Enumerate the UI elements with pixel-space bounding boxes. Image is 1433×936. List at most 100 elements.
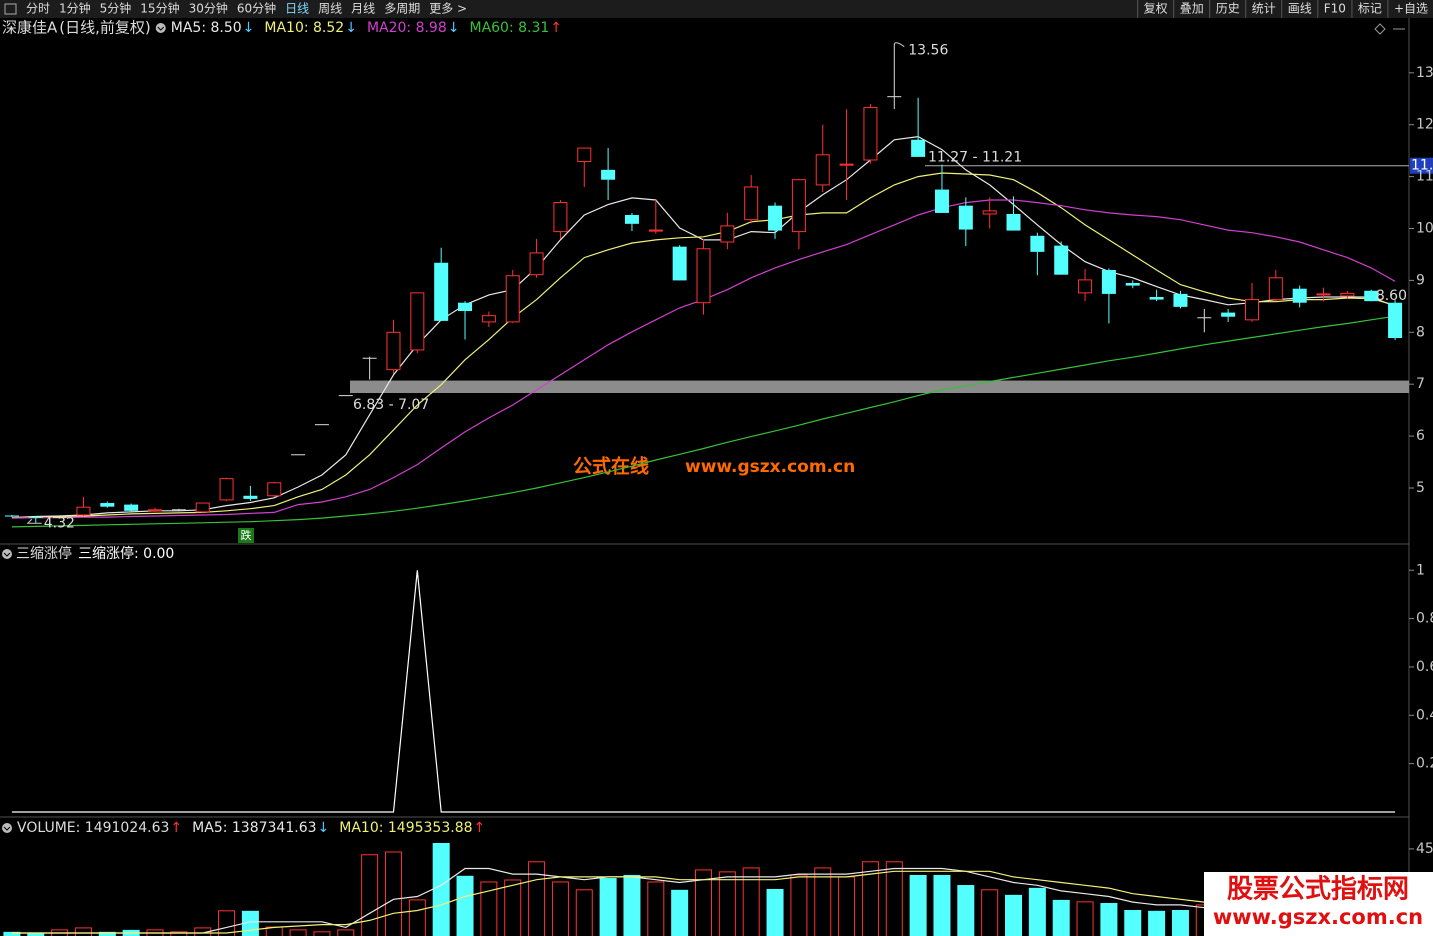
- candle-body: [791, 179, 806, 233]
- volume-bar: [623, 874, 641, 936]
- panel-icon: [3, 826, 11, 831]
- chart-title: 三缩涨停: [16, 545, 72, 562]
- candle-body: [1101, 270, 1116, 294]
- price-band: [350, 380, 1409, 394]
- high-pointer: [893, 42, 905, 48]
- candle-body: [1078, 279, 1093, 294]
- candle-body: [648, 229, 663, 232]
- chart-title: 深康佳A: [2, 19, 58, 37]
- toolbar-button[interactable]: 15分钟: [140, 1, 179, 16]
- volume-bar: [551, 881, 569, 936]
- legend-trend: ↓: [448, 20, 460, 36]
- candle-body: [267, 482, 282, 497]
- toolbar-button[interactable]: F10: [1324, 2, 1346, 16]
- panel-icon[interactable]: [155, 23, 166, 33]
- panel-icon[interactable]: [2, 549, 12, 559]
- volume-bar: [194, 927, 212, 936]
- candle-body: [100, 503, 115, 507]
- y-tick-label: 7: [1416, 376, 1425, 392]
- volume-bar: [1171, 909, 1189, 936]
- candle-body: [768, 205, 783, 231]
- candle-body: [458, 302, 473, 312]
- line-series: [11, 315, 1396, 528]
- panel-icon[interactable]: [1374, 23, 1386, 35]
- panel-icon[interactable]: [2, 823, 12, 833]
- volume-bar: [981, 889, 999, 936]
- candle-body: [148, 509, 163, 512]
- candle-body: [1268, 277, 1283, 301]
- volume-bar: [456, 875, 474, 936]
- panel-icon: [157, 26, 165, 31]
- line-series: [11, 870, 1396, 934]
- low-pointer: [26, 518, 42, 524]
- candle-body: [1054, 245, 1069, 275]
- y-tick-label: 6: [1416, 428, 1425, 444]
- legend-label: MA5: 1387341.63: [192, 820, 316, 836]
- candle-body: [553, 202, 568, 233]
- logo-box: [1204, 872, 1433, 936]
- candle-body: [839, 163, 854, 166]
- volume-bar: [337, 929, 355, 936]
- toolbar-button[interactable]: 复权: [1144, 2, 1168, 16]
- candle-body: [911, 139, 926, 157]
- volume-bar: [1100, 902, 1118, 936]
- candle-body: [744, 186, 759, 221]
- volume-bar: [1005, 894, 1023, 936]
- candle-body: [696, 248, 711, 304]
- toolbar-button[interactable]: 画线: [1288, 2, 1312, 16]
- candle-body: [219, 478, 234, 501]
- volume-bar: [575, 889, 593, 936]
- low-label: 4.32: [44, 515, 75, 531]
- watermark-url: www.gszx.com.cn: [685, 457, 855, 477]
- volume-bar: [599, 878, 617, 936]
- price-line-label: 11.27 - 11.21: [928, 150, 1022, 166]
- candle-body: [672, 246, 687, 281]
- toolbar-button[interactable]: 1分钟: [59, 1, 91, 16]
- toolbar-button[interactable]: 5分钟: [100, 1, 132, 16]
- volume-bar: [313, 931, 331, 936]
- volume-label: VOLUME: 1491024.63: [17, 820, 169, 836]
- volume-bar: [814, 867, 832, 936]
- high-label: 13.56: [908, 43, 948, 59]
- toolbar-button[interactable]: 分时: [26, 2, 50, 16]
- toolbar-button[interactable]: 日线: [285, 2, 309, 16]
- volume-bar: [909, 874, 927, 936]
- candle-body: [1364, 290, 1379, 302]
- legend-label: MA10: 8.52: [264, 20, 344, 36]
- toolbar-button[interactable]: 多周期: [384, 2, 420, 16]
- toolbar-button[interactable]: 30分钟: [189, 1, 228, 16]
- candle-body: [577, 147, 592, 163]
- candle-body: [4, 515, 19, 517]
- toolbar-button[interactable]: 周线: [318, 2, 342, 16]
- toolbar-button[interactable]: 历史: [1216, 2, 1240, 16]
- candle-body: [624, 215, 639, 224]
- logo-title: 股票公式指标网: [1227, 875, 1409, 905]
- y-tick-label: 11: [1416, 169, 1433, 185]
- toolbar-button[interactable]: 标记: [1358, 2, 1382, 16]
- toolbar-button[interactable]: 60分钟: [237, 1, 276, 16]
- candle-body: [434, 262, 449, 321]
- y-tick-label: 9: [1416, 272, 1425, 288]
- toolbar-button[interactable]: +自选: [1394, 2, 1428, 16]
- logo-url: www.gszx.com.cn: [1213, 905, 1423, 929]
- volume-bar: [98, 931, 116, 936]
- toolbar-button[interactable]: 叠加: [1180, 2, 1204, 16]
- volume-bar: [933, 874, 951, 936]
- y-tick-label: 4500000: [1416, 841, 1433, 857]
- axis-price-box: [1410, 157, 1433, 174]
- y-tick-label: 12: [1416, 117, 1433, 133]
- volume-bar: [432, 843, 450, 936]
- candle-body: [1340, 292, 1355, 297]
- toolbar-button[interactable]: 统计: [1252, 2, 1276, 16]
- volume-bar: [695, 869, 712, 936]
- toolbar-button[interactable]: 更多 >: [429, 2, 467, 16]
- toolbar-icon[interactable]: [4, 3, 17, 15]
- candle-body: [601, 169, 616, 180]
- panel-icon: [3, 552, 11, 557]
- volume-bar: [1052, 899, 1070, 936]
- legend-trend: ↓: [318, 820, 330, 836]
- volume-bar: [528, 861, 546, 936]
- toolbar-button[interactable]: 月线: [351, 2, 375, 16]
- legend-trend: ↓: [243, 20, 255, 36]
